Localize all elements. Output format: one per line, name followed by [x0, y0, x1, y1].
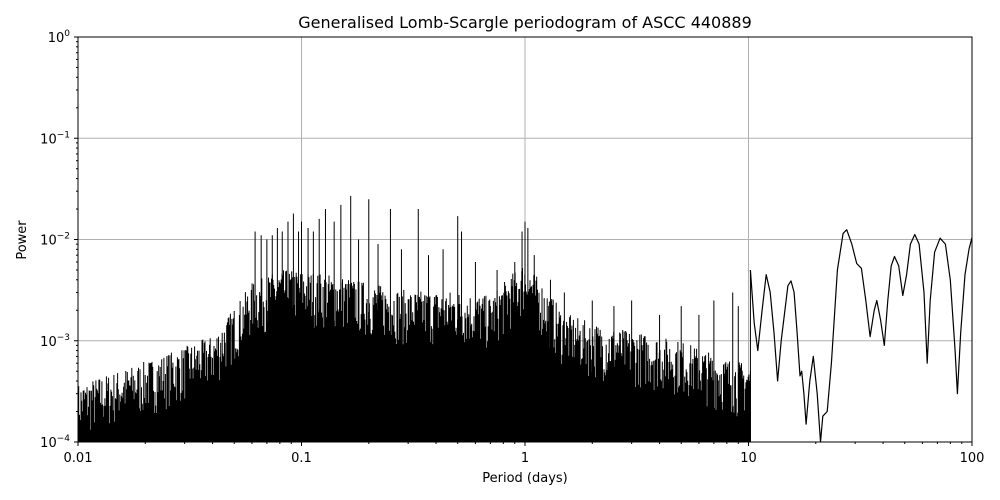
periodogram-noise	[78, 268, 751, 442]
y-axis: 10−4 10−3 10−2 10−1 100	[40, 29, 78, 451]
x-tick-label: 1	[521, 451, 529, 466]
y-axis-label: Power	[15, 220, 30, 260]
x-tick-label: 0.01	[64, 451, 93, 466]
plot-area	[78, 195, 972, 442]
chart-title: Generalised Lomb-Scargle periodogram of …	[298, 13, 752, 32]
x-axis-label: Period (days)	[482, 471, 568, 486]
y-tick-label: 10−4	[40, 434, 70, 451]
y-tick-label: 10−3	[40, 333, 70, 350]
x-axis: 0.01 0.1 1 10 100	[64, 442, 985, 466]
y-tick-label: 10−1	[40, 130, 70, 147]
x-tick-label: 10	[740, 451, 757, 466]
periodogram-curve	[749, 229, 972, 442]
x-tick-label: 100	[960, 451, 985, 466]
y-tick-label: 10−2	[40, 232, 70, 249]
x-tick-label: 0.1	[291, 451, 312, 466]
y-tick-label: 100	[48, 29, 71, 46]
